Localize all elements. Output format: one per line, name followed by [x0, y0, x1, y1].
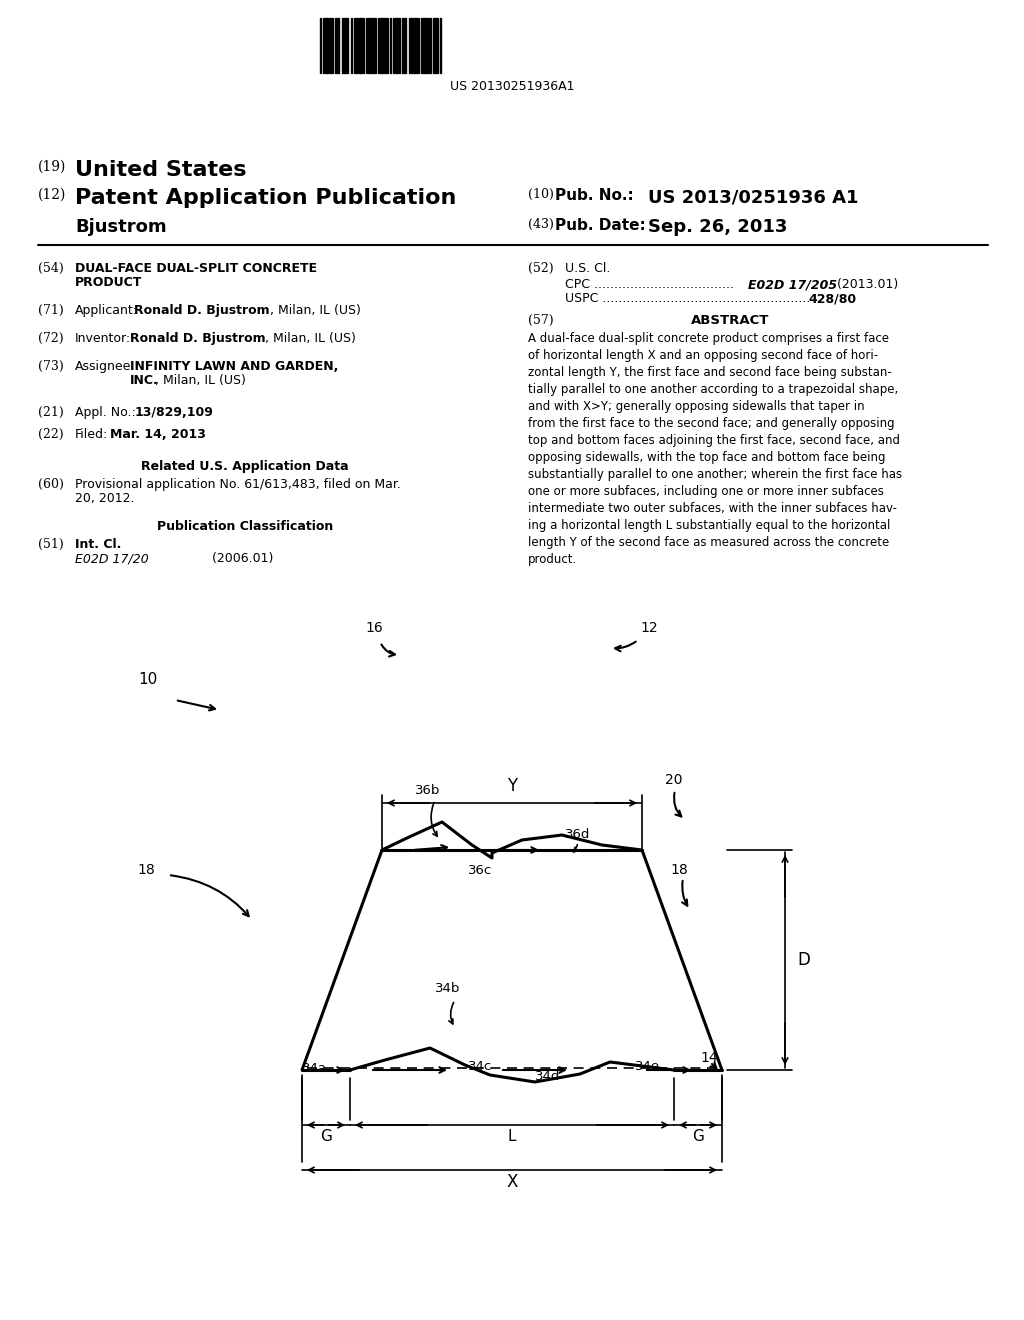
- Bar: [411, 18, 413, 73]
- Text: 36b: 36b: [415, 784, 440, 796]
- Text: 13/829,109: 13/829,109: [135, 407, 214, 418]
- Text: Applicant:: Applicant:: [75, 304, 138, 317]
- Text: 14: 14: [700, 1051, 718, 1065]
- Text: (19): (19): [38, 160, 67, 174]
- Text: (21): (21): [38, 407, 63, 418]
- Text: X: X: [506, 1173, 518, 1191]
- Bar: [384, 18, 386, 73]
- Text: A dual-face dual-split concrete product comprises a first face
of horizontal len: A dual-face dual-split concrete product …: [528, 333, 902, 566]
- Text: (43): (43): [528, 218, 554, 231]
- Bar: [329, 18, 331, 73]
- Text: , Milan, IL (US): , Milan, IL (US): [265, 333, 356, 345]
- Text: 34b: 34b: [435, 982, 461, 994]
- Bar: [414, 18, 417, 73]
- Text: 34c: 34c: [468, 1060, 493, 1073]
- Text: INC.: INC.: [130, 374, 159, 387]
- Text: Related U.S. Application Data: Related U.S. Application Data: [141, 459, 349, 473]
- Text: 36d: 36d: [565, 829, 591, 842]
- Text: Filed:: Filed:: [75, 428, 109, 441]
- Text: Pub. Date:: Pub. Date:: [555, 218, 646, 234]
- Text: 428/80: 428/80: [808, 292, 856, 305]
- Text: , Milan, IL (US): , Milan, IL (US): [155, 374, 246, 387]
- Text: USPC ....................................................: USPC ...................................…: [565, 292, 810, 305]
- Text: (71): (71): [38, 304, 63, 317]
- Bar: [427, 18, 429, 73]
- Text: 36c: 36c: [468, 863, 493, 876]
- Text: US 2013/0251936 A1: US 2013/0251936 A1: [648, 187, 858, 206]
- Text: Provisional application No. 61/613,483, filed on Mar.: Provisional application No. 61/613,483, …: [75, 478, 400, 491]
- Text: 16: 16: [365, 620, 383, 635]
- Text: 18: 18: [670, 863, 688, 876]
- Text: (2013.01): (2013.01): [833, 279, 898, 290]
- Text: Inventor:: Inventor:: [75, 333, 131, 345]
- Bar: [337, 18, 339, 73]
- Text: Bjustrom: Bjustrom: [75, 218, 167, 236]
- Text: 10: 10: [138, 672, 158, 688]
- Bar: [395, 18, 398, 73]
- Text: ABSTRACT: ABSTRACT: [691, 314, 769, 327]
- Text: (73): (73): [38, 360, 63, 374]
- Text: Assignee:: Assignee:: [75, 360, 135, 374]
- Text: (57): (57): [528, 314, 554, 327]
- Text: (12): (12): [38, 187, 67, 202]
- Text: Publication Classification: Publication Classification: [157, 520, 333, 533]
- Text: Sep. 26, 2013: Sep. 26, 2013: [648, 218, 787, 236]
- Text: Patent Application Publication: Patent Application Publication: [75, 187, 457, 209]
- Text: Appl. No.:: Appl. No.:: [75, 407, 136, 418]
- Text: D: D: [797, 950, 810, 969]
- Bar: [359, 18, 362, 73]
- Text: DUAL-FACE DUAL-SPLIT CONCRETE: DUAL-FACE DUAL-SPLIT CONCRETE: [75, 261, 317, 275]
- Text: Ronald D. Bjustrom: Ronald D. Bjustrom: [134, 304, 269, 317]
- Bar: [380, 18, 383, 73]
- Text: Mar. 14, 2013: Mar. 14, 2013: [110, 428, 206, 441]
- Text: (60): (60): [38, 478, 63, 491]
- Bar: [344, 18, 346, 73]
- Text: E02D 17/20: E02D 17/20: [75, 552, 148, 565]
- Text: United States: United States: [75, 160, 247, 180]
- Bar: [404, 18, 406, 73]
- Text: 18: 18: [137, 863, 155, 876]
- Text: Int. Cl.: Int. Cl.: [75, 539, 122, 550]
- Text: Y: Y: [507, 777, 517, 795]
- Text: (54): (54): [38, 261, 63, 275]
- Text: 12: 12: [640, 620, 657, 635]
- Text: 34e: 34e: [635, 1060, 660, 1073]
- Bar: [433, 18, 436, 73]
- Text: U.S. Cl.: U.S. Cl.: [565, 261, 610, 275]
- Bar: [372, 18, 374, 73]
- Bar: [423, 18, 426, 73]
- Text: (52): (52): [528, 261, 554, 275]
- Text: (51): (51): [38, 539, 63, 550]
- Text: PRODUCT: PRODUCT: [75, 276, 142, 289]
- Text: 20, 2012.: 20, 2012.: [75, 492, 134, 506]
- Text: G: G: [692, 1129, 703, 1144]
- Text: (72): (72): [38, 333, 63, 345]
- Text: Pub. No.:: Pub. No.:: [555, 187, 634, 203]
- Text: INFINITY LAWN AND GARDEN,: INFINITY LAWN AND GARDEN,: [130, 360, 338, 374]
- Text: CPC ...................................: CPC ...................................: [565, 279, 734, 290]
- Text: (10): (10): [528, 187, 554, 201]
- Text: G: G: [321, 1129, 332, 1144]
- Text: 20: 20: [665, 774, 683, 787]
- Text: E02D 17/205: E02D 17/205: [748, 279, 838, 290]
- Text: 34d: 34d: [535, 1071, 560, 1082]
- Text: (22): (22): [38, 428, 63, 441]
- Bar: [368, 18, 371, 73]
- Text: L: L: [508, 1129, 516, 1144]
- Text: (2006.01): (2006.01): [180, 552, 273, 565]
- Text: 34a: 34a: [302, 1063, 327, 1074]
- Bar: [325, 18, 328, 73]
- Text: , Milan, IL (US): , Milan, IL (US): [270, 304, 360, 317]
- Text: US 20130251936A1: US 20130251936A1: [450, 81, 574, 92]
- Text: Ronald D. Bjustrom: Ronald D. Bjustrom: [130, 333, 265, 345]
- Bar: [356, 18, 358, 73]
